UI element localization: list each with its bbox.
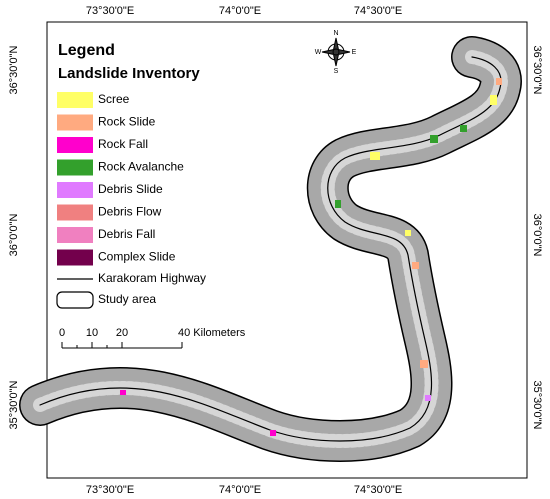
- compass-s: S: [334, 68, 339, 75]
- legend-label: Rock Avalanche: [98, 160, 184, 174]
- latitude-label: 36°0'0"N: [8, 214, 20, 257]
- legend-label: Rock Fall: [98, 137, 148, 151]
- compass-w: W: [315, 49, 322, 56]
- latitude-label: 35°30'0"N: [531, 381, 543, 430]
- compass: N S E W: [315, 30, 357, 75]
- scale-label: 20: [116, 327, 128, 339]
- legend-label: Complex Slide: [98, 250, 176, 264]
- legend-label: Debris Slide: [98, 182, 163, 196]
- longitude-label: 74°0'0"E: [219, 5, 261, 17]
- legend-swatch: [57, 249, 93, 266]
- longitude-label: 74°0'0"E: [219, 484, 261, 496]
- legend-subtitle: Landslide Inventory: [58, 65, 200, 82]
- longitude-label: 73°30'0"E: [86, 5, 134, 17]
- legend-label: Rock Slide: [98, 115, 156, 129]
- legend-swatch: [57, 159, 93, 176]
- legend-label: Debris Fall: [98, 227, 155, 241]
- legend-swatch: [57, 114, 93, 131]
- legend-title: Legend: [58, 42, 115, 59]
- study-area: [19, 36, 522, 462]
- scale-label: 10: [86, 327, 98, 339]
- legend-swatch: [57, 182, 93, 198]
- legend-swatch: [57, 92, 93, 108]
- scale-bar: [61, 342, 183, 349]
- latitude-label: 36°30'0"N: [8, 45, 20, 94]
- landslide-polygons: [120, 78, 502, 436]
- longitude-label: 73°30'0"E: [86, 484, 134, 496]
- legend-swatch: [57, 204, 93, 221]
- longitude-label: 74°30'0"E: [354, 484, 402, 496]
- legend-label: Scree: [98, 92, 130, 106]
- compass-n: N: [333, 30, 338, 37]
- latitude-label: 36°0'0"N: [531, 214, 543, 257]
- scale-label: 40 Kilometers: [178, 327, 246, 339]
- latitude-label: 36°30'0"N: [531, 46, 543, 95]
- compass-e: E: [352, 49, 357, 56]
- legend-swatch: [57, 227, 93, 243]
- legend-swatch: [57, 137, 93, 153]
- legend-label: Karakoram Highway: [98, 271, 206, 285]
- longitude-label: 74°30'0"E: [354, 5, 402, 17]
- legend-items: Scree Rock Slide Rock Fall Rock Avalanche De…: [57, 92, 184, 266]
- legend-label: Study area: [98, 292, 156, 306]
- scale-label: 0: [59, 327, 65, 339]
- latitude-label: 35°30'0"N: [8, 380, 20, 429]
- study-area-swatch: [56, 291, 94, 309]
- graticule-labels: 73°30'0"E 74°0'0"E 74°30'0"E 73°30'0"E 74°0'…: [8, 5, 543, 496]
- legend-label: Debris Flow: [98, 205, 162, 219]
